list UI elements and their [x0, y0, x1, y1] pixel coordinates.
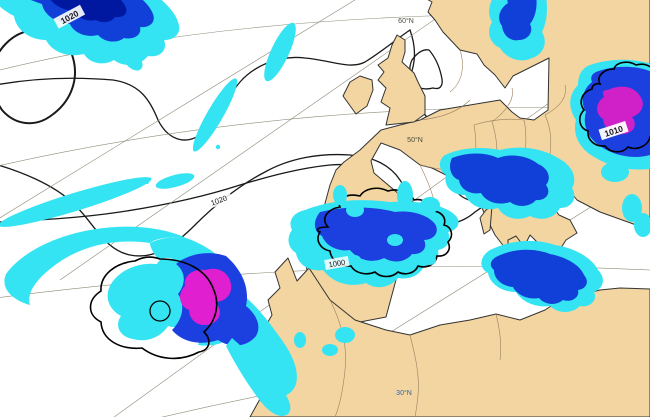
- svg-text:30°N: 30°N: [396, 389, 412, 397]
- svg-text:60°N: 60°N: [398, 17, 414, 25]
- svg-text:50°N: 50°N: [407, 136, 423, 144]
